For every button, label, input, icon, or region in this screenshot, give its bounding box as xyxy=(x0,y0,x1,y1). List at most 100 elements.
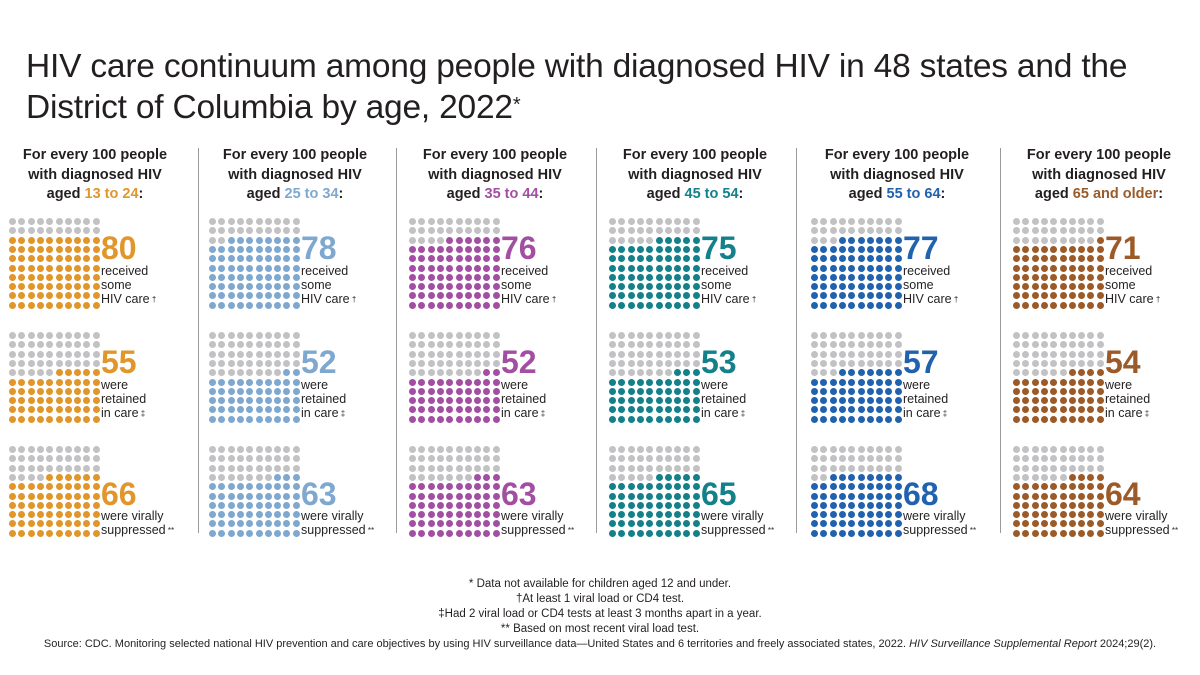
filled-dot xyxy=(1040,273,1048,281)
filled-dot xyxy=(83,492,91,500)
empty-dot xyxy=(246,227,254,235)
empty-dot xyxy=(885,341,893,349)
filled-dot xyxy=(1096,245,1104,253)
metric-label-line: received xyxy=(301,264,349,278)
filled-dot xyxy=(857,387,865,395)
filled-dot xyxy=(857,473,865,481)
filled-dot xyxy=(283,529,291,537)
filled-dot xyxy=(83,273,91,281)
metric-label-line: received xyxy=(903,264,951,278)
footnote-mark: ** xyxy=(565,525,575,535)
empty-dot xyxy=(464,464,472,472)
filled-dot xyxy=(876,501,884,509)
empty-dot xyxy=(627,369,635,377)
empty-dot xyxy=(274,218,282,225)
filled-dot xyxy=(92,369,100,377)
filled-dot xyxy=(1050,483,1058,491)
empty-dot xyxy=(1087,236,1095,244)
empty-dot xyxy=(820,369,828,377)
metric-value-received-care: 75 xyxy=(701,230,737,266)
filled-dot xyxy=(74,255,82,263)
metric-label-line: were xyxy=(701,378,729,392)
filled-dot xyxy=(246,529,254,537)
filled-dot xyxy=(427,483,435,491)
filled-dot xyxy=(74,273,82,281)
filled-dot xyxy=(246,245,254,253)
filled-dot xyxy=(264,520,272,528)
empty-dot xyxy=(655,359,663,367)
filled-dot xyxy=(464,236,472,244)
filled-dot xyxy=(838,292,846,300)
empty-dot xyxy=(209,455,216,463)
empty-dot xyxy=(246,341,254,349)
empty-dot xyxy=(9,332,16,339)
filled-dot xyxy=(283,483,291,491)
metric-label-line: were virally xyxy=(903,509,966,523)
panel-divider xyxy=(796,148,797,533)
filled-dot xyxy=(829,520,837,528)
filled-dot xyxy=(1068,520,1076,528)
empty-dot xyxy=(692,341,700,349)
filled-dot xyxy=(74,473,82,481)
filled-dot xyxy=(246,387,254,395)
empty-dot xyxy=(646,455,654,463)
empty-dot xyxy=(227,455,235,463)
filled-dot xyxy=(1096,520,1104,528)
empty-dot xyxy=(283,341,291,349)
footnotes: * Data not available for children aged 1… xyxy=(0,577,1200,652)
filled-dot xyxy=(1022,283,1030,291)
filled-dot xyxy=(409,511,416,519)
empty-dot xyxy=(92,332,100,339)
filled-dot xyxy=(692,236,700,244)
filled-dot xyxy=(655,511,663,519)
empty-dot xyxy=(264,473,272,481)
filled-dot xyxy=(829,301,837,309)
filled-dot xyxy=(283,511,291,519)
filled-dot xyxy=(1040,292,1048,300)
metric-label-line: suppressed ** xyxy=(101,522,175,537)
filled-dot xyxy=(683,264,691,272)
filled-dot xyxy=(446,406,454,414)
filled-dot xyxy=(627,501,635,509)
filled-dot xyxy=(474,264,482,272)
empty-dot xyxy=(227,446,235,453)
filled-dot xyxy=(692,406,700,414)
filled-dot xyxy=(1022,273,1030,281)
filled-dot xyxy=(209,501,216,509)
filled-dot xyxy=(692,245,700,253)
filled-dot xyxy=(9,264,16,272)
empty-dot xyxy=(46,341,54,349)
filled-dot xyxy=(74,369,82,377)
filled-dot xyxy=(1087,501,1095,509)
filled-dot xyxy=(609,415,616,423)
filled-dot xyxy=(464,511,472,519)
empty-dot xyxy=(646,332,654,339)
filled-dot xyxy=(876,378,884,386)
empty-dot xyxy=(885,218,893,225)
age-panel-55-64: For every 100 people with diagnosed HIV ag… xyxy=(802,140,1002,540)
filled-dot xyxy=(674,292,682,300)
filled-dot xyxy=(27,501,35,509)
filled-dot xyxy=(838,264,846,272)
filled-dot xyxy=(609,273,616,281)
filled-dot xyxy=(646,283,654,291)
filled-dot xyxy=(464,483,472,491)
filled-dot xyxy=(1096,264,1104,272)
empty-dot xyxy=(692,464,700,472)
filled-dot xyxy=(255,529,263,537)
empty-dot xyxy=(274,446,282,453)
filled-dot xyxy=(427,397,435,405)
empty-dot xyxy=(483,464,491,472)
filled-dot xyxy=(1022,415,1030,423)
filled-dot xyxy=(838,406,846,414)
footnote-3: ‡Had 2 viral load or CD4 tests at least … xyxy=(438,608,762,620)
filled-dot xyxy=(246,255,254,263)
filled-dot xyxy=(866,264,874,272)
filled-dot xyxy=(483,369,491,377)
filled-dot xyxy=(857,520,865,528)
filled-dot xyxy=(664,264,672,272)
filled-dot xyxy=(1059,378,1067,386)
filled-dot xyxy=(876,245,884,253)
filled-dot xyxy=(236,283,244,291)
empty-dot xyxy=(446,350,454,358)
